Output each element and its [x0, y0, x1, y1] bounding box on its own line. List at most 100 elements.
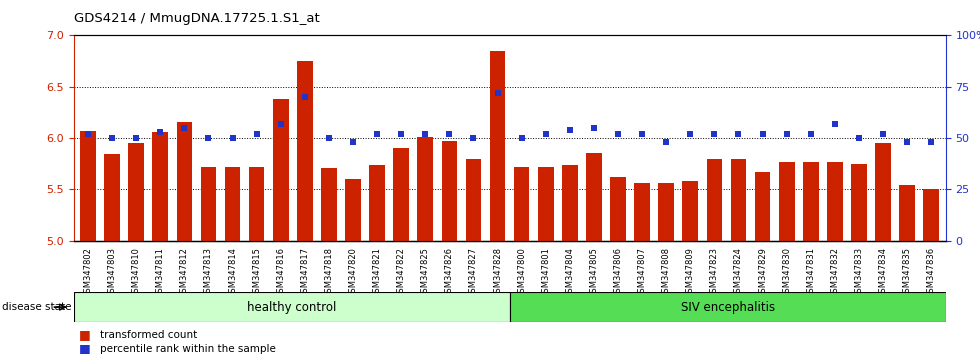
Text: GSM347830: GSM347830	[782, 247, 791, 298]
Text: GSM347817: GSM347817	[300, 247, 310, 298]
Text: GSM347816: GSM347816	[276, 247, 285, 298]
Text: GSM347802: GSM347802	[83, 247, 92, 297]
Bar	[369, 165, 385, 241]
Point	[249, 131, 265, 137]
Text: GSM347835: GSM347835	[903, 247, 911, 298]
Bar	[682, 181, 698, 241]
Bar	[852, 164, 866, 241]
Bar	[875, 143, 891, 241]
Text: GSM347813: GSM347813	[204, 247, 213, 298]
Bar	[611, 177, 626, 241]
Text: GSM347815: GSM347815	[252, 247, 261, 297]
Point	[851, 135, 866, 141]
Text: GSM347818: GSM347818	[324, 247, 333, 298]
Text: GSM347824: GSM347824	[734, 247, 743, 297]
Point	[923, 139, 939, 145]
Point	[417, 131, 433, 137]
Text: percentile rank within the sample: percentile rank within the sample	[100, 344, 275, 354]
Bar	[779, 162, 795, 241]
Point	[128, 135, 144, 141]
Bar	[201, 167, 217, 241]
Bar	[755, 172, 770, 241]
Point	[153, 129, 169, 135]
Point	[682, 131, 698, 137]
Bar	[538, 167, 554, 241]
Text: disease state: disease state	[2, 302, 72, 312]
Text: GSM347829: GSM347829	[759, 247, 767, 297]
Bar	[417, 137, 433, 241]
Bar	[466, 159, 481, 241]
Text: GSM347822: GSM347822	[397, 247, 406, 297]
Bar	[104, 154, 120, 241]
Text: GSM347811: GSM347811	[156, 247, 165, 297]
Point	[514, 135, 529, 141]
Text: GDS4214 / MmugDNA.17725.1.S1_at: GDS4214 / MmugDNA.17725.1.S1_at	[74, 12, 319, 25]
Text: GSM347806: GSM347806	[613, 247, 622, 298]
Point	[755, 131, 770, 137]
Bar	[321, 168, 337, 241]
Point	[466, 135, 481, 141]
Bar	[128, 143, 144, 241]
Point	[224, 135, 240, 141]
Point	[803, 131, 818, 137]
Bar	[514, 167, 529, 241]
Text: GSM347812: GSM347812	[180, 247, 189, 297]
Bar	[707, 159, 722, 241]
Point	[538, 131, 554, 137]
Text: GSM347834: GSM347834	[878, 247, 888, 298]
Point	[104, 135, 120, 141]
Text: GSM347810: GSM347810	[131, 247, 141, 297]
Bar	[586, 154, 602, 241]
Bar	[297, 61, 313, 241]
Bar	[345, 179, 361, 241]
Bar	[634, 183, 650, 241]
Bar	[659, 183, 674, 241]
Text: healthy control: healthy control	[247, 301, 336, 314]
Point	[201, 135, 217, 141]
Bar	[731, 159, 747, 241]
Bar	[176, 122, 192, 241]
Point	[176, 125, 192, 131]
Text: GSM347803: GSM347803	[108, 247, 117, 298]
Point	[490, 90, 506, 96]
Text: ■: ■	[78, 328, 90, 341]
Bar	[510, 292, 946, 322]
Text: GSM347805: GSM347805	[589, 247, 599, 297]
Text: GSM347814: GSM347814	[228, 247, 237, 297]
Text: GSM347836: GSM347836	[927, 247, 936, 298]
Point	[779, 131, 795, 137]
Bar	[74, 292, 510, 322]
Point	[586, 125, 602, 131]
Point	[345, 139, 361, 145]
Text: GSM347820: GSM347820	[349, 247, 358, 297]
Bar	[272, 99, 288, 241]
Text: GSM347832: GSM347832	[830, 247, 839, 298]
Point	[442, 131, 458, 137]
Text: GSM347821: GSM347821	[372, 247, 381, 297]
Text: GSM347828: GSM347828	[493, 247, 502, 298]
Point	[393, 131, 409, 137]
Point	[875, 131, 891, 137]
Text: GSM347800: GSM347800	[517, 247, 526, 297]
Bar	[249, 167, 265, 241]
Bar	[803, 162, 818, 241]
Point	[80, 131, 96, 137]
Point	[321, 135, 337, 141]
Text: transformed count: transformed count	[100, 330, 197, 339]
Bar	[442, 141, 458, 241]
Point	[369, 131, 385, 137]
Text: GSM347823: GSM347823	[710, 247, 719, 298]
Text: GSM347833: GSM347833	[855, 247, 863, 298]
Bar	[80, 131, 96, 241]
Point	[900, 139, 915, 145]
Point	[562, 127, 577, 133]
Text: ■: ■	[78, 342, 90, 354]
Bar	[827, 162, 843, 241]
Bar	[490, 51, 506, 241]
Text: SIV encephalitis: SIV encephalitis	[680, 301, 775, 314]
Point	[731, 131, 747, 137]
Bar	[393, 148, 409, 241]
Bar	[923, 189, 939, 241]
Point	[659, 139, 674, 145]
Text: GSM347827: GSM347827	[469, 247, 478, 298]
